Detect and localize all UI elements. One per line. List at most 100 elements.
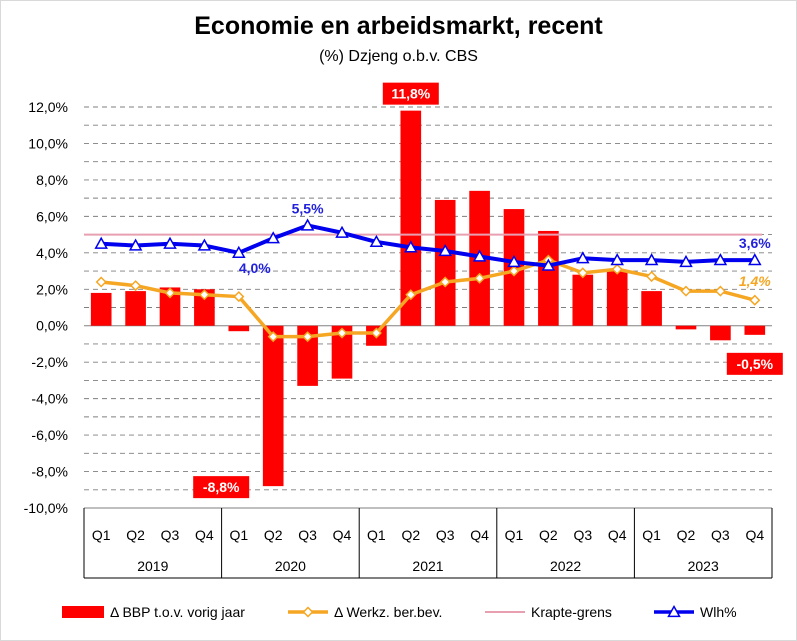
marker-wlh — [438, 243, 452, 257]
series-line-wlh — [101, 223, 755, 268]
legend-item: Krapte-grens — [485, 604, 612, 620]
legend-label: Δ Werkz. ber.bev. — [334, 604, 442, 620]
legend-label: Krapte-grens — [531, 604, 612, 620]
data-label-box — [726, 352, 783, 375]
marker-wlh — [197, 238, 212, 251]
marker-wlh — [748, 253, 762, 266]
x-tick-label: Q3 — [711, 527, 730, 543]
y-tick-label: 8,0% — [36, 172, 68, 188]
legend-marker — [302, 606, 314, 618]
legend-label: Wlh% — [700, 604, 737, 620]
data-label: 1,4% — [739, 273, 771, 289]
data-labels: 11,8% -8,8% -0,5% 5,5% 4,0% 3,6% 1,4% — [193, 82, 783, 499]
bar — [675, 325, 697, 330]
x-tick-label: Q3 — [161, 527, 180, 543]
x-tick-label: Q3 — [436, 527, 455, 543]
marker-wlh — [300, 218, 315, 231]
data-label: 3,6% — [739, 235, 771, 251]
y-tick-label: -8,0% — [31, 464, 68, 480]
bar — [572, 274, 594, 326]
marker-wlh — [472, 249, 487, 262]
marker-wlh — [679, 254, 693, 268]
marker-werkz — [233, 291, 245, 303]
marker-wlh — [404, 240, 418, 253]
x-tick-label: Q3 — [298, 527, 317, 543]
y-tick-label: -4,0% — [31, 391, 68, 407]
marker-werkz — [95, 276, 107, 288]
bar — [538, 230, 559, 326]
bar — [400, 110, 422, 326]
bar — [606, 271, 628, 326]
marker-werkz — [370, 327, 382, 339]
line-series — [84, 218, 762, 343]
y-tick-label: 12,0% — [28, 99, 68, 115]
marker-werkz — [267, 331, 279, 343]
bar — [159, 287, 181, 326]
legend-item: Δ Werkz. ber.bev. — [288, 604, 442, 620]
bar — [641, 291, 662, 326]
legend-item: Wlh% — [654, 604, 737, 620]
y-axis: -10,0% -8,0% -6,0% -4,0% -2,0% 0,0% 2,0% 4,0% 6,… — [24, 99, 68, 516]
x-tick-label: Q1 — [367, 527, 386, 543]
x-tick-label: Q2 — [264, 527, 283, 543]
data-label: 4,0% — [239, 260, 271, 276]
marker-werkz — [577, 267, 589, 279]
bar — [262, 325, 284, 487]
marker-werkz — [302, 331, 314, 343]
year-label: 2021 — [412, 558, 443, 574]
bar — [90, 292, 112, 326]
x-tick-label: Q1 — [229, 527, 248, 543]
bar — [744, 325, 766, 335]
marker-wlh — [335, 225, 349, 238]
legend-item: Δ BBP t.o.v. vorig jaar — [62, 604, 245, 620]
x-axis: Q1 Q2 Q3 Q4 Q1 Q2 Q3 Q4 Q1 Q2 Q3 Q4 Q1 Q2 Q3 Q4 Q1 Q2 Q3 Q4… — [83, 508, 773, 579]
legend: Δ BBP t.o.v. vorig jaar Δ Werkz. ber.bev.… — [62, 604, 737, 620]
marker-werkz — [198, 289, 210, 301]
y-tick-label: 10,0% — [28, 135, 68, 151]
marker-werkz — [611, 263, 623, 275]
data-label-box — [193, 476, 250, 499]
marker-wlh — [541, 258, 556, 271]
y-tick-label: 6,0% — [36, 208, 68, 224]
marker-werkz — [405, 289, 417, 301]
legend-label: Δ BBP t.o.v. vorig jaar — [110, 604, 245, 620]
grid-lines — [84, 106, 772, 509]
series-line-werkz — [101, 258, 756, 339]
marker-werkz — [439, 276, 451, 288]
x-tick-label: Q2 — [677, 527, 696, 543]
marker-werkz — [646, 270, 658, 283]
year-label: 2020 — [275, 558, 306, 574]
marker-wlh — [610, 253, 624, 266]
x-tick-label: Q1 — [642, 527, 661, 543]
data-label: 5,5% — [292, 200, 324, 216]
x-tick-label: Q2 — [401, 527, 420, 543]
marker-wlh — [232, 245, 246, 258]
bar-series — [90, 110, 766, 487]
y-tick-label: 4,0% — [36, 245, 68, 261]
x-tick-label: Q3 — [573, 527, 592, 543]
bar — [331, 325, 353, 379]
data-label: -8,8% — [203, 479, 240, 495]
x-tick-label: Q4 — [745, 527, 764, 543]
bar — [194, 289, 215, 326]
marker-wlh — [94, 236, 108, 249]
x-tick-label: Q4 — [195, 527, 214, 543]
data-label: 11,8% — [391, 86, 430, 102]
marker-werkz — [508, 265, 520, 277]
marker-werkz — [749, 294, 761, 306]
marker-wlh — [163, 236, 177, 249]
bar — [297, 325, 318, 386]
marker-werkz — [474, 272, 486, 284]
legend-swatch — [62, 606, 104, 618]
x-tick-label: Q2 — [126, 527, 145, 543]
marker-werkz — [680, 285, 692, 297]
marker-werkz — [130, 280, 142, 292]
bar — [434, 199, 456, 326]
marker-wlh — [266, 231, 280, 244]
year-label: 2019 — [137, 558, 168, 574]
y-tick-label: -2,0% — [31, 354, 68, 370]
x-tick-label: Q4 — [333, 527, 352, 543]
marker-wlh — [128, 238, 143, 251]
marker-werkz — [714, 285, 726, 297]
